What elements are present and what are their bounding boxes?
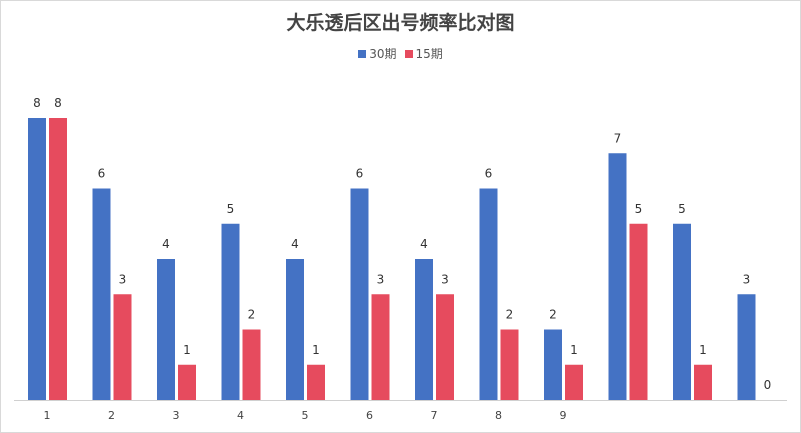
data-label-series-1-cat-6: 6: [356, 167, 364, 181]
bar-series-2-cat-3: [178, 364, 196, 400]
data-label-series-2-cat-8: 2: [506, 308, 514, 322]
data-label-series-2-cat-3: 1: [183, 343, 191, 357]
bar-series-2-cat-8: [500, 329, 519, 400]
data-label-series-2-cat-12: 0: [764, 378, 772, 392]
bar-series-1-cat-3: [157, 259, 175, 400]
data-label-series-1-cat-4: 5: [227, 202, 235, 216]
x-tick-label-4: 4: [237, 409, 244, 422]
data-label-series-2-cat-5: 1: [312, 343, 320, 357]
bar-series-2-cat-10: [629, 223, 648, 400]
x-tick-label-3: 3: [173, 409, 180, 422]
bar-series-2-cat-11: [694, 364, 712, 400]
bar-series-2-cat-1: [49, 118, 67, 400]
data-label-series-2-cat-9: 1: [570, 343, 578, 357]
bar-series-1-cat-4: [221, 223, 240, 400]
x-tick-label-1: 1: [44, 409, 51, 422]
legend-item-series-1: 30期: [358, 45, 397, 62]
data-label-series-1-cat-8: 6: [485, 167, 493, 181]
x-tick-label-5: 5: [302, 409, 309, 422]
bar-series-1-cat-7: [415, 259, 433, 400]
legend-swatch-series-2: [404, 49, 413, 58]
data-label-series-2-cat-4: 2: [248, 308, 256, 322]
x-tick-label-7: 7: [431, 409, 438, 422]
data-label-series-1-cat-5: 4: [291, 237, 299, 251]
chart-title: 大乐透后区出号频率比对图: [286, 12, 515, 34]
x-tick-labels: 1 2 3 4 5 6 7 8 9: [44, 409, 567, 422]
bar-series-1-cat-1: [28, 118, 46, 400]
data-label-series-1-cat-9: 2: [549, 308, 557, 322]
bar-series-1-cat-10: [608, 153, 627, 400]
bar-series-1-cat-11: [673, 223, 691, 400]
bar-series-2-cat-2: [113, 294, 132, 400]
bar-series-1-cat-6: [350, 188, 369, 400]
data-label-series-1-cat-12: 3: [743, 272, 751, 286]
bar-series-1-cat-8: [479, 188, 498, 400]
bar-series-1-cat-12: [737, 294, 756, 400]
bar-series-2-cat-4: [242, 329, 261, 400]
x-tick-label-2: 2: [108, 409, 115, 422]
bar-series-2-cat-6: [371, 294, 390, 400]
data-label-series-1-cat-3: 4: [162, 237, 170, 251]
data-label-series-2-cat-2: 3: [119, 272, 127, 286]
x-tick-label-8: 8: [495, 409, 502, 422]
bar-series-2-cat-5: [307, 364, 325, 400]
bar-series-1-cat-2: [92, 188, 111, 400]
data-label-series-2-cat-7: 3: [441, 272, 449, 286]
data-label-series-2-cat-1: 8: [54, 96, 62, 110]
bar-series-2-cat-7: [436, 294, 454, 400]
legend-label-series-2: 15期: [415, 47, 443, 61]
legend-swatch-series-1: [358, 49, 367, 58]
data-label-series-1-cat-11: 5: [678, 202, 686, 216]
bar-series-2-cat-9: [565, 364, 583, 400]
data-label-series-1-cat-10: 7: [614, 131, 622, 145]
data-label-series-1-cat-7: 4: [420, 237, 428, 251]
data-label-series-1-cat-1: 8: [33, 96, 41, 110]
legend-label-series-1: 30期: [369, 47, 397, 61]
data-label-series-2-cat-6: 3: [377, 272, 385, 286]
bar-series-1-cat-5: [286, 259, 304, 400]
bar-series-1-cat-9: [544, 329, 562, 400]
bars-layer: 8 8 6 3 4 1 5 2 4 1 6 3 4 3 6 2 2 1 7 5 5 1 3 0: [28, 96, 771, 400]
legend-item-series-2: 15期: [404, 45, 443, 62]
data-label-series-2-cat-11: 1: [699, 343, 707, 357]
chart-legend: 30期 15期: [0, 45, 801, 62]
x-tick-label-9: 9: [560, 409, 567, 422]
data-label-series-2-cat-10: 5: [635, 202, 643, 216]
x-tick-label-6: 6: [366, 409, 373, 422]
data-label-series-1-cat-2: 6: [98, 167, 106, 181]
